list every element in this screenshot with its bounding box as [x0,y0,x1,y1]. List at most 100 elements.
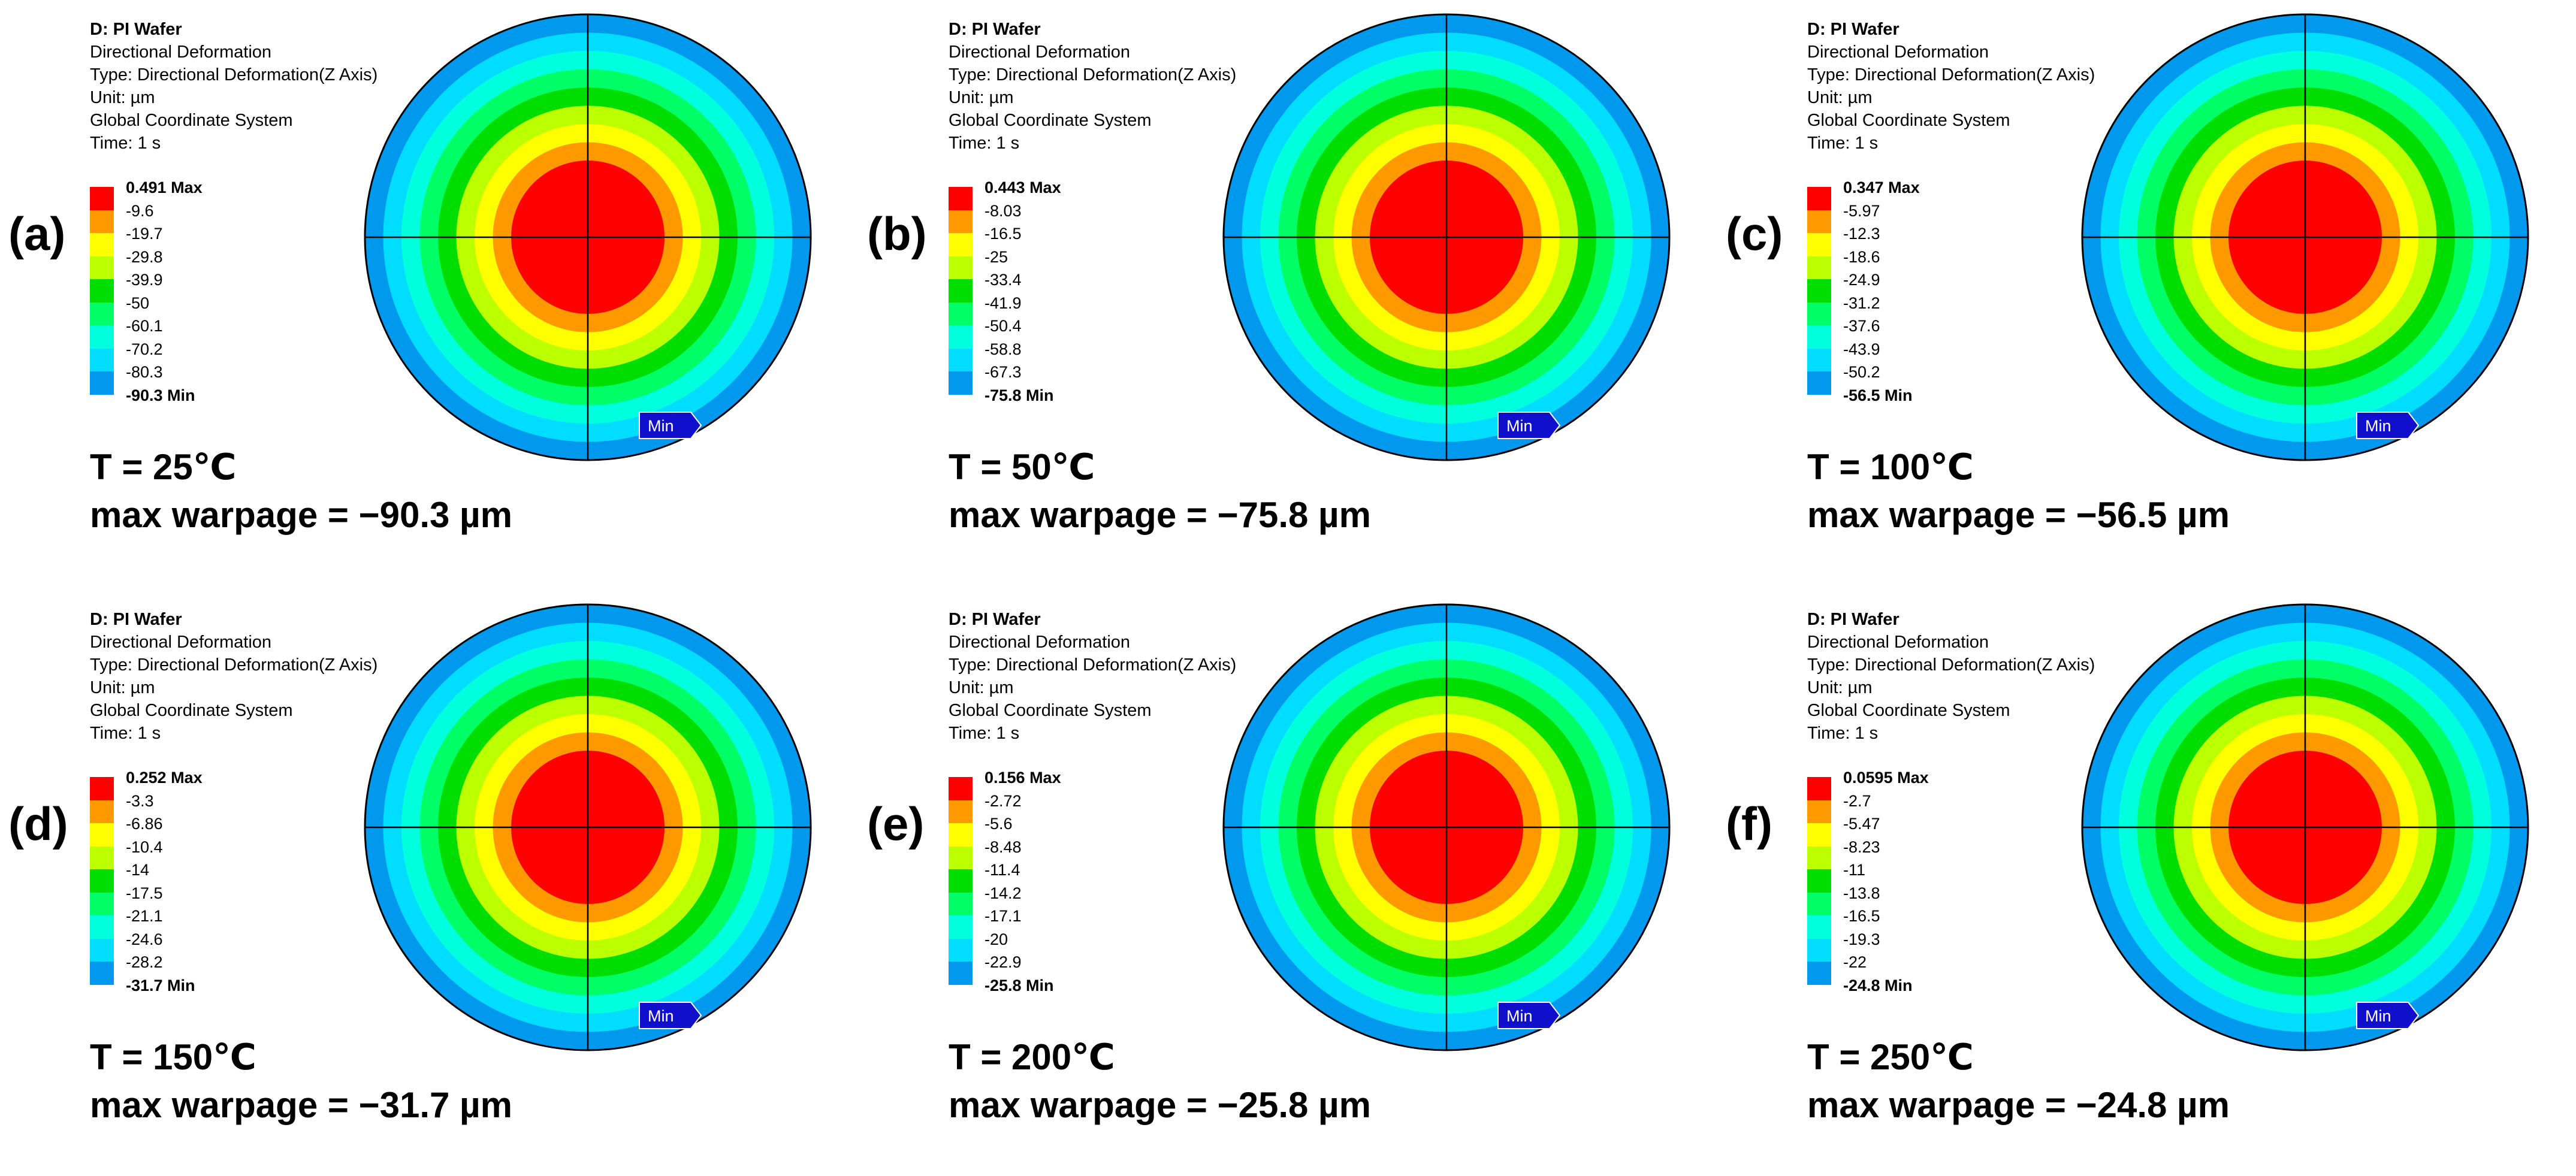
legend-label: -2.72 [985,791,1022,810]
temperature-label: T = 25℃ [90,447,237,487]
result-type: Type: Directional Deformation(Z Axis) [949,65,1237,84]
legend-swatch [90,256,114,279]
legend-swatch [1807,187,1831,210]
legend-label: -19.7 [126,225,163,243]
legend-label: -50.4 [985,317,1022,335]
result-title: D: PI Wafer [949,610,1041,629]
legend-label: -22.9 [985,953,1022,971]
result-unit: Unit: µm [90,678,155,697]
result-type: Type: Directional Deformation(Z Axis) [1807,65,2095,84]
result-unit: Unit: µm [949,88,1014,107]
temperature-label: T = 50℃ [949,447,1095,487]
panel: D: PI Wafer Directional Deformation Type: … [0,0,859,586]
coordinate-system: Global Coordinate System [90,701,293,720]
coordinate-system: Global Coordinate System [949,111,1152,130]
color-legend: 0.252 Max -3.3 -6.86 -10.4 -14 -17.5 -21.1 -24.… [90,769,288,1020]
legend-swatch [1807,915,1831,939]
wafer-contour-plot: Min [364,603,812,1051]
legend-swatch [1807,233,1831,256]
legend-label: -10.4 [126,838,163,856]
min-marker: Min [2356,1002,2420,1029]
legend-label: -31.2 [1843,294,1880,312]
legend-label: -24.6 [126,930,163,948]
panel-letter: (b) [867,207,927,260]
legend-label: -25 [985,247,1008,266]
legend-label: -21.1 [126,907,163,925]
result-time: Time: 1 s [1807,724,1879,743]
result-name: Directional Deformation [949,43,1131,62]
legend-swatch [1807,962,1831,985]
legend-label: -20 [985,930,1008,948]
legend-label: -6.86 [126,815,163,833]
panel: D: PI Wafer Directional Deformation Type: … [1717,0,2576,586]
result-info: D: PI Wafer Directional Deformation Type: … [949,18,1236,155]
legend-swatch [949,256,973,279]
legend-swatch [1807,800,1831,823]
legend-swatch [949,210,973,233]
legend-label: 0.491 Max [126,179,203,196]
legend-label: -41.9 [985,294,1022,312]
panel-letter: (e) [867,797,925,850]
legend-label: -8.23 [1843,838,1880,856]
legend-swatch [90,233,114,256]
wafer-contour-plot: Min [1222,13,1671,461]
legend-label: -2.7 [1843,791,1871,810]
legend-swatch [949,892,973,915]
legend-label: -60.1 [126,317,163,335]
legend-swatch [1807,325,1831,349]
legend-swatch [90,210,114,233]
max-warpage-label: max warpage = −90.3 µm [90,495,512,535]
color-legend: 0.443 Max -8.03 -16.5 -25 -33.4 -41.9 -50.4 -58… [949,179,1146,430]
min-marker: Min [1497,412,1561,439]
result-type: Type: Directional Deformation(Z Axis) [90,655,378,675]
result-unit: Unit: µm [949,678,1014,697]
legend-label: -14 [126,861,150,879]
result-name: Directional Deformation [949,633,1131,652]
legend-swatch [949,938,973,962]
legend-swatch [949,846,973,869]
panel: D: PI Wafer Directional Deformation Type: … [0,590,859,1176]
legend-label: -8.03 [985,201,1022,220]
legend-label: -50.2 [1843,363,1880,381]
legend-swatch [90,800,114,823]
legend-swatch [90,187,114,210]
temperature-label: T = 250℃ [1807,1037,1974,1077]
result-title: D: PI Wafer [1807,20,1899,39]
legend-swatch [949,279,973,303]
max-warpage-label: max warpage = −75.8 µm [949,495,1371,535]
legend-label: -90.3 Min [126,386,195,404]
legend-swatch [949,869,973,893]
result-info: D: PI Wafer Directional Deformation Type: … [1807,18,2095,155]
legend-label: -16.5 [985,225,1022,243]
legend-label: -75.8 Min [985,386,1054,404]
legend-label: -28.2 [126,953,163,971]
legend-swatch [949,233,973,256]
wafer-contour-plot: Min [364,13,812,461]
min-marker: Min [639,412,702,439]
legend-swatch [949,823,973,847]
legend-label: -29.8 [126,247,163,266]
legend-swatch [90,371,114,395]
result-name: Directional Deformation [90,633,272,652]
temperature-label: T = 100℃ [1807,447,1974,487]
legend-swatch [1807,210,1831,233]
wafer-contour-plot: Min [1222,603,1671,1051]
min-arrow-icon [1497,1002,1561,1029]
legend-label: -12.3 [1843,225,1880,243]
legend-swatch [949,915,973,939]
result-name: Directional Deformation [90,43,272,62]
legend-swatch [1807,302,1831,325]
legend-swatch [1807,869,1831,893]
legend-label: -18.6 [1843,247,1880,266]
result-name: Directional Deformation [1807,43,1989,62]
legend-label: -39.9 [126,271,163,289]
max-warpage-label: max warpage = −56.5 µm [1807,495,2230,535]
legend-swatch [1807,892,1831,915]
min-marker: Min [1497,1002,1561,1029]
min-arrow-icon [639,412,702,439]
legend-label: 0.0595 Max [1843,769,1929,787]
wafer-contour-plot: Min [2081,13,2529,461]
legend-label: -11 [1843,861,1866,879]
legend-swatch [90,279,114,303]
